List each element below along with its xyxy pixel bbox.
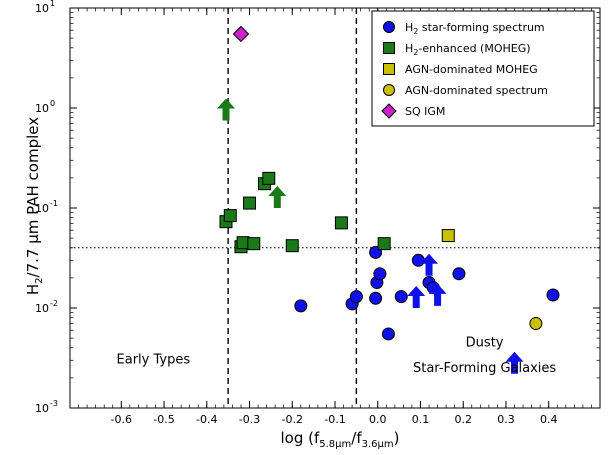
lower-limit-arrow [217,98,236,121]
data-point [223,209,237,223]
lower-limit-arrow [428,283,447,306]
legend-marker [383,84,395,96]
y-tick-exponent: -3 [50,399,58,408]
data-point [285,239,299,253]
data-point [294,299,308,313]
region-annotation: Star-Forming Galaxies [413,361,556,376]
y-tick-label: 10 [35,402,49,415]
legend-label: AGN-dominated MOHEG [405,63,538,76]
lower-limit-arrow [420,253,439,276]
x-tick-label: -0.5 [153,413,174,426]
data-point [334,216,348,230]
data-point [381,327,395,341]
x-tick-label: -0.2 [282,413,303,426]
data-point [394,290,408,304]
data-point [232,25,250,43]
plot-area: Early Types Dusty Star-Forming Galaxies [70,8,600,408]
data-point [529,316,543,330]
legend-label: H2 star-forming spectrum [405,21,545,36]
axes: -0.6 -0.5 -0.4 -0.3 -0.2 -0.1 0.0 0.1 0.2 0.3 0.4 1… [35,0,601,426]
x-tick-label: 0.0 [369,413,387,426]
y-tick-label: 10 [35,202,49,215]
data-point [243,196,257,210]
x-tick-label: -0.6 [111,413,132,426]
lower-limit-arrow [407,286,426,308]
legend-marker [383,63,395,75]
data-point [247,237,261,251]
x-tick-label: -0.3 [239,413,260,426]
x-tick-label: 0.4 [540,413,558,426]
data-point [262,171,276,185]
legend-label: AGN-dominated spectrum [405,84,548,97]
x-tick-label: 0.2 [454,413,472,426]
y-tick-label: 10 [35,2,49,15]
y-axis-label: H2/7.7 μm PAH complex [24,117,45,295]
y-tick-exponent: 0 [50,99,55,108]
y-tick-exponent: -2 [50,299,58,308]
lower-limit-arrow [268,186,287,208]
legend-label: H2-enhanced (MOHEG) [405,42,531,57]
data-point [373,267,387,281]
lower-limit-arrow [505,351,524,374]
x-tick-label: -0.4 [196,413,217,426]
x-tick-label: -0.1 [324,413,345,426]
y-tick-exponent: -1 [50,199,58,208]
legend-marker [381,103,397,119]
data-point [441,229,455,243]
data-point [411,253,425,267]
data-point [369,291,383,305]
x-tick-label: 0.3 [497,413,515,426]
legend-label: SQ IGM [405,105,445,118]
data-point [349,290,363,304]
region-annotation: Early Types [117,352,191,367]
region-annotation: Dusty [466,336,504,351]
legend-marker [383,42,395,54]
y-tick-label: 10 [35,102,49,115]
data-point [377,237,391,251]
data-point [546,288,560,302]
x-axis-label: log (f5.8μm/f3.6μm) [280,429,399,450]
y-tick-label: 10 [35,302,49,315]
data-point [452,267,466,281]
legend: H2 star-forming spectrum H2-enhanced (MOH… [371,10,595,127]
y-tick-exponent: 1 [50,0,55,8]
legend-marker [383,21,395,33]
x-tick-label: 0.1 [412,413,430,426]
legend-box [371,10,595,127]
